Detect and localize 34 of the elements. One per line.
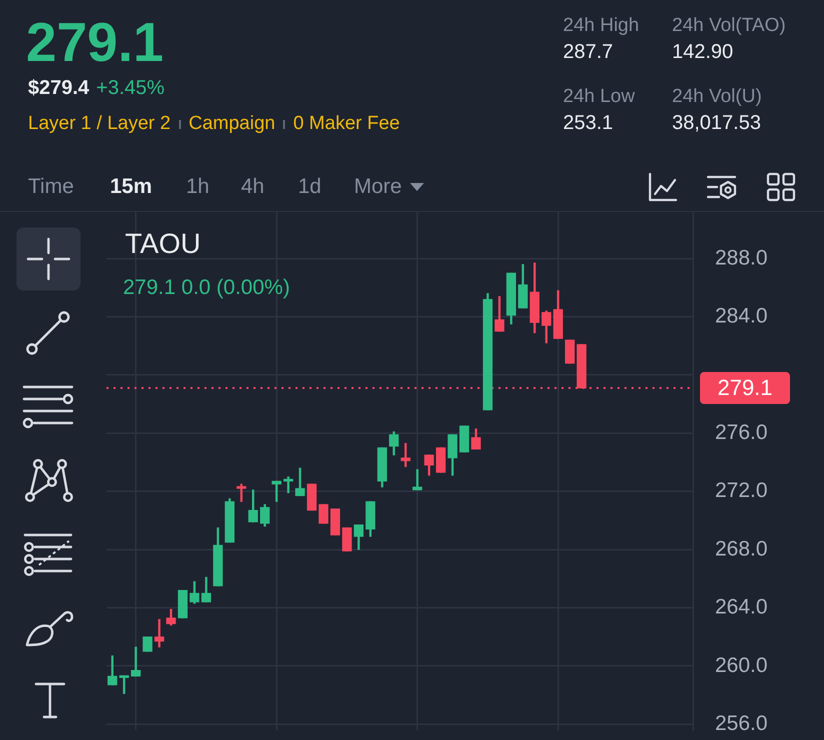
text: 0 Maker Fee [293,112,400,136]
y-tick-label: 288.0 [715,246,768,270]
text: 253.1 [563,112,614,134]
y-tick-label: 260.0 [715,654,768,677]
text: TAOU [125,228,201,259]
y-tick-label: 264.0 [715,596,768,619]
text: 142.90 [672,41,734,63]
text: 279.1 [26,11,164,73]
candlestick [154,619,164,648]
text: 24h Low [563,86,635,107]
text: 38,017.53 [672,112,761,134]
text: 287.7 [563,41,614,63]
y-tick-label: 272.0 [715,479,768,502]
y-tick-label: 284.0 [715,304,768,328]
y-tick-label: 256.0 [715,712,768,735]
text: 4h [241,174,264,200]
text: 15m [110,174,152,200]
text: $279.4 [28,77,90,99]
text: +3.45% [96,77,165,99]
candlestick [283,476,294,494]
text: 1d [298,174,322,200]
text: Campaign [188,112,276,136]
text: 24h High [563,15,640,36]
text: Time [28,174,74,200]
text: 279.1 0.0 (0.00%) [123,276,290,299]
text: 24h Vol(U) [672,86,762,107]
ref-line-label: 279.1 [717,375,773,400]
text: 1h [186,174,210,200]
candlestick [412,469,422,490]
text: More [354,174,402,200]
text: Layer 1 / Layer 2 [28,112,171,136]
text: 24h Vol(TAO) [672,15,786,36]
y-tick-label: 276.0 [715,420,768,444]
y-tick-label: 268.0 [715,537,768,560]
